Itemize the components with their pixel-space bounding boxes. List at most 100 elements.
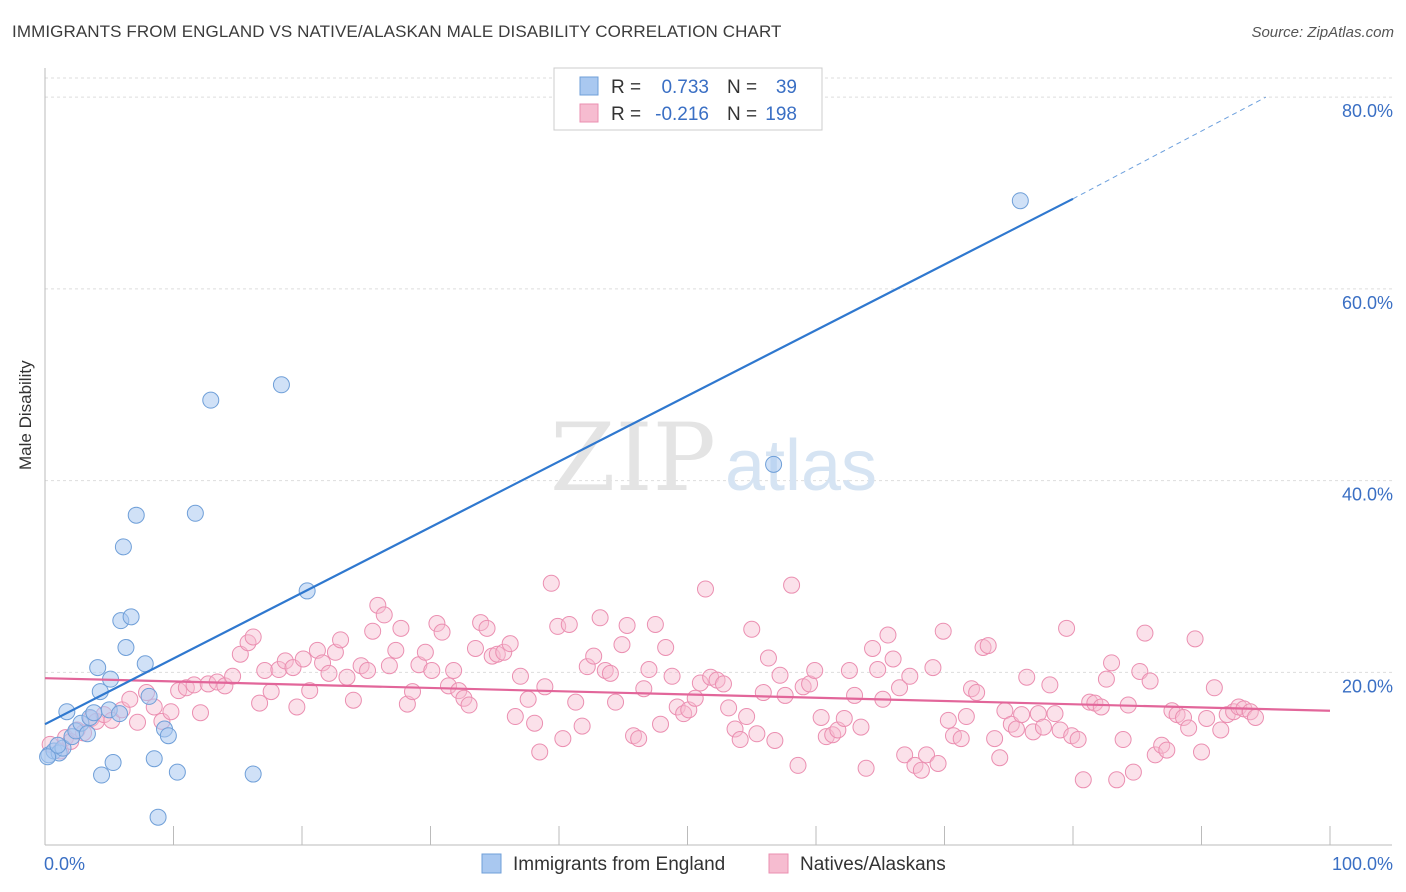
- natives-point: [1024, 723, 1042, 741]
- england-point: [1011, 192, 1029, 210]
- natives-point: [663, 667, 681, 685]
- england-trend-extension: [1072, 96, 1266, 200]
- legend-box: R = 0.733 N = 39 R = -0.216 N = 198: [553, 67, 823, 131]
- bottom-legend-label-natives: Natives/Alaskans: [800, 854, 946, 875]
- natives-point: [1175, 708, 1193, 726]
- england-point: [122, 608, 140, 626]
- england-points: [39, 192, 1029, 826]
- natives-point: [1158, 741, 1176, 759]
- natives-point: [901, 667, 919, 685]
- natives-point: [691, 674, 709, 692]
- natives-point: [506, 708, 524, 726]
- england-point: [85, 704, 103, 722]
- natives-point: [416, 643, 434, 661]
- legend-n-label: N =: [727, 77, 757, 98]
- natives-point: [573, 717, 591, 735]
- natives-point: [466, 639, 484, 657]
- natives-point: [759, 649, 777, 667]
- natives-point: [812, 708, 830, 726]
- natives-point: [224, 667, 242, 685]
- england-point: [117, 638, 135, 656]
- natives-point: [824, 726, 842, 744]
- y-tick-label: 40.0%: [1342, 485, 1393, 505]
- natives-point: [591, 609, 609, 627]
- natives-point: [364, 622, 382, 640]
- england-point: [114, 538, 132, 556]
- england-point: [149, 808, 167, 826]
- england-trend-line: [44, 197, 1074, 726]
- natives-point: [1041, 676, 1059, 694]
- natives-point: [359, 662, 377, 680]
- natives-point: [398, 695, 416, 713]
- natives-point: [301, 682, 319, 700]
- watermark-zip: ZIP: [550, 404, 716, 513]
- natives-point: [846, 686, 864, 704]
- england-point: [140, 687, 158, 705]
- natives-point: [1046, 705, 1064, 723]
- natives-point: [531, 743, 549, 761]
- natives-point: [1205, 679, 1223, 697]
- natives-point: [625, 727, 643, 745]
- natives-point: [731, 731, 749, 749]
- natives-point: [640, 661, 658, 679]
- natives-point: [428, 615, 446, 633]
- bottom-legend-swatch-natives: [768, 853, 789, 874]
- natives-point: [776, 686, 794, 704]
- natives-point: [852, 718, 870, 736]
- natives-point: [912, 761, 930, 779]
- natives-point: [244, 628, 262, 646]
- natives-point: [433, 623, 451, 641]
- natives-point: [191, 704, 209, 722]
- natives-point: [1007, 720, 1025, 738]
- natives-point: [478, 619, 496, 637]
- y-tick-label: 20.0%: [1342, 676, 1393, 696]
- natives-point: [338, 668, 356, 686]
- x-tick-label: 100.0%: [1332, 854, 1393, 874]
- natives-point: [918, 746, 936, 764]
- natives-point: [1108, 771, 1126, 789]
- gridlines: [45, 77, 1392, 673]
- natives-point: [869, 661, 887, 679]
- natives-point: [957, 708, 975, 726]
- natives-point: [162, 703, 180, 721]
- natives-point: [294, 650, 312, 668]
- natives-point: [320, 664, 338, 682]
- natives-point: [607, 693, 625, 711]
- natives-point: [251, 694, 269, 712]
- natives-point: [332, 631, 350, 649]
- legend-r-label: R =: [611, 77, 641, 98]
- england-point: [39, 748, 57, 766]
- natives-point: [526, 714, 544, 732]
- natives-point: [1074, 771, 1092, 789]
- england-point: [186, 504, 204, 522]
- natives-point: [387, 641, 405, 659]
- natives-point: [1136, 624, 1154, 642]
- natives-point: [121, 690, 139, 708]
- natives-point: [439, 677, 457, 695]
- natives-point: [380, 657, 398, 675]
- y-tick-label: 60.0%: [1342, 293, 1393, 313]
- natives-point: [1114, 731, 1132, 749]
- natives-point: [1092, 698, 1110, 716]
- natives-point: [879, 626, 897, 644]
- legend-r-value: -0.216: [655, 104, 709, 125]
- england-point: [127, 506, 145, 524]
- natives-point: [630, 730, 648, 748]
- natives-point: [326, 643, 344, 661]
- natives-point: [618, 616, 636, 634]
- natives-point: [1097, 670, 1115, 688]
- natives-point: [891, 679, 909, 697]
- natives-point: [766, 731, 784, 749]
- england-point: [78, 725, 96, 743]
- natives-point: [344, 691, 362, 709]
- natives-point: [840, 662, 858, 680]
- y-tick-label: 80.0%: [1342, 101, 1393, 121]
- natives-point: [262, 683, 280, 701]
- natives-point: [1141, 672, 1159, 690]
- natives-point: [495, 643, 513, 661]
- legend-n-value: 198: [765, 104, 797, 125]
- natives-point: [835, 709, 853, 727]
- natives-point: [1034, 718, 1052, 736]
- legend-frame: [553, 67, 823, 131]
- natives-point: [185, 676, 203, 694]
